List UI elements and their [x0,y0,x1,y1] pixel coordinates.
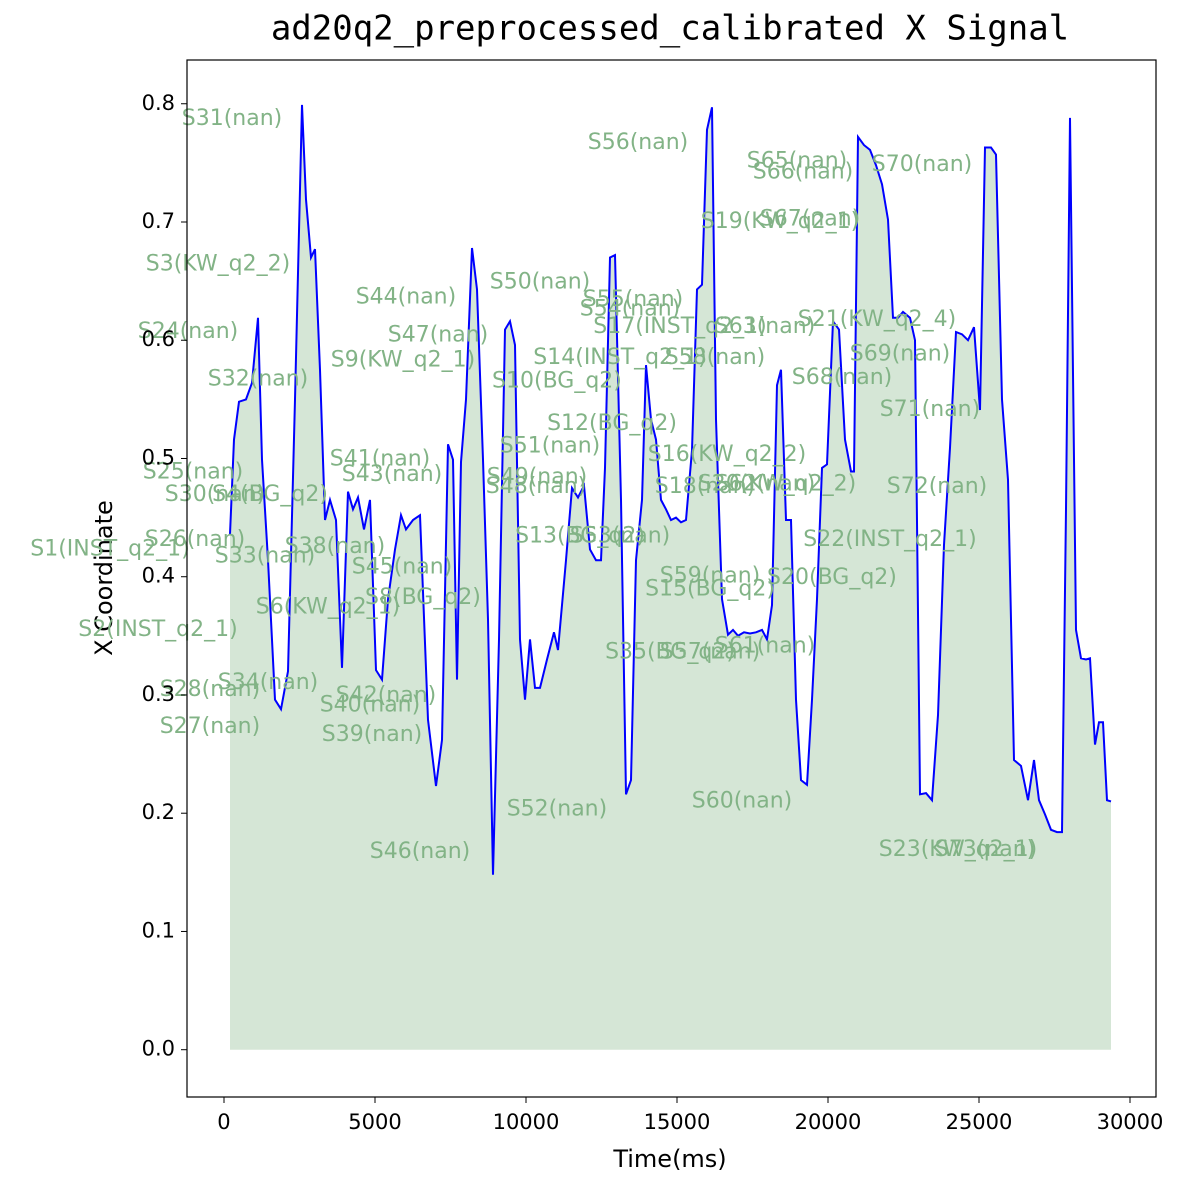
annotation: S69(nan) [850,341,951,366]
annotation: S25(nan) [143,460,244,485]
annotation: S14(INST_q2_1) [533,345,706,370]
annotation: S4(BG_q2) [212,482,328,507]
annotation: S51(nan) [500,434,601,459]
line [229,104,1112,875]
y-tick-label: 0.6 [142,327,175,351]
y-tick-label: 0.3 [142,682,175,706]
annotation: S52(nan) [507,797,608,822]
annotation: S3(KW_q2_2) [146,252,290,277]
annotation: S63(nan) [715,314,816,339]
x-axis-label: Time(ms) [612,1145,726,1173]
annotation: S58(nan) [665,345,766,370]
annotation: S17(INST_q2_1) [593,314,766,339]
annotation: S8(BG_q2) [365,585,481,610]
y-tick-label: 0.2 [142,800,175,824]
annotation: S42(nan) [336,683,437,708]
annotation: S61(nan) [715,633,816,658]
annotation: S66(nan) [753,159,854,184]
annotation: S67(nan) [760,207,861,232]
x-tick-label: 10000 [493,1110,560,1134]
annotation: S32(nan) [208,366,309,391]
annotation: S57(nan) [660,639,761,664]
y-tick-label: 0.5 [142,445,175,469]
annotation: S26(nan) [145,527,246,552]
annotation: S50(nan) [490,269,591,294]
annotation: S73(nan) [935,837,1036,862]
y-tick-label: 0.7 [142,209,175,233]
annotation: S38(nan) [285,534,386,559]
annotation: S45(nan) [352,554,453,579]
annotation: S34(nan) [218,670,319,695]
x-tick-label: 0 [217,1110,230,1134]
annotation: S47(nan) [388,323,489,348]
area [230,104,1112,1050]
annotation: S10(BG_q2) [492,369,622,394]
annotation: S60(nan) [692,788,793,813]
x-tick-label: 30000 [1097,1110,1164,1134]
annotation: S65(nan) [747,149,848,174]
annotation: S48(nan) [486,474,587,499]
x-tick-label: 20000 [795,1110,862,1134]
annotation: S68(nan) [792,365,893,390]
annotation: S72(nan) [887,474,988,499]
annotation: S43(nan) [342,462,443,487]
annotation: S39(nan) [322,722,423,747]
annotation: S28(nan) [160,677,261,702]
annotation: S55(nan) [583,287,684,312]
annotation: S35(BG_q2) [605,639,735,664]
plot-frame [186,59,1157,1098]
annotation: S56(nan) [588,130,689,155]
annotation: S59(nan) [660,564,761,589]
annotation: S20(BG_q2) [767,565,897,590]
annotation: S24(nan) [138,319,239,344]
annotation: S30(nan) [165,482,266,507]
y-tick-label: 0.8 [142,91,175,115]
annotation: S20(KW_q2_2) [698,471,856,496]
annotation: S53(nan) [570,524,671,549]
annotation: S40(nan) [320,693,421,718]
annotation: S46(nan) [370,839,471,864]
annotation: S44(nan) [356,285,457,310]
y-axis-label: X Coordinate [90,500,118,656]
chart-title: ad20q2_preprocessed_calibrated X Signal [271,9,1069,49]
annotation: S21(KW_q2_4) [798,307,956,332]
annotation: S71(nan) [880,397,981,422]
annotation: S9(KW_q2_1) [331,347,475,372]
annotation: S70(nan) [872,152,973,177]
y-tick-label: 0.4 [142,564,175,588]
annotation: S19(KW_q2_1) [701,209,859,234]
x-tick-label: 5000 [348,1110,401,1134]
x-tick-label: 15000 [644,1110,711,1134]
annotation: S22(INST_q2_1) [803,527,976,552]
annotation: S23(KW_q2_1) [879,837,1037,862]
annotation: S31(nan) [182,106,283,131]
annotation: S12(BG_q2) [547,411,677,436]
annotation: S15(BG_q2) [645,577,775,602]
annotation: S1(INST_q2_1) [30,537,189,562]
annotation: S54(nan) [580,296,681,321]
annotation: S6(KW_q2_1) [256,594,400,619]
annotation: S33(nan) [215,544,316,569]
annotation: S2(INST_q2_1) [78,617,237,642]
annotation: S49(nan) [487,464,588,489]
x-tick-label: 25000 [946,1110,1013,1134]
y-tick-label: 0.0 [142,1037,175,1061]
annotation: S18(nan) [655,474,756,499]
annotation: S41(nan) [330,447,431,472]
y-tick-label: 0.1 [142,918,175,942]
annotation: S13(BG_q2) [515,524,645,549]
annotation: S62(nan) [715,471,816,496]
annotation: S16(KW_q2_2) [648,442,806,467]
annotation: S27(nan) [160,714,261,739]
